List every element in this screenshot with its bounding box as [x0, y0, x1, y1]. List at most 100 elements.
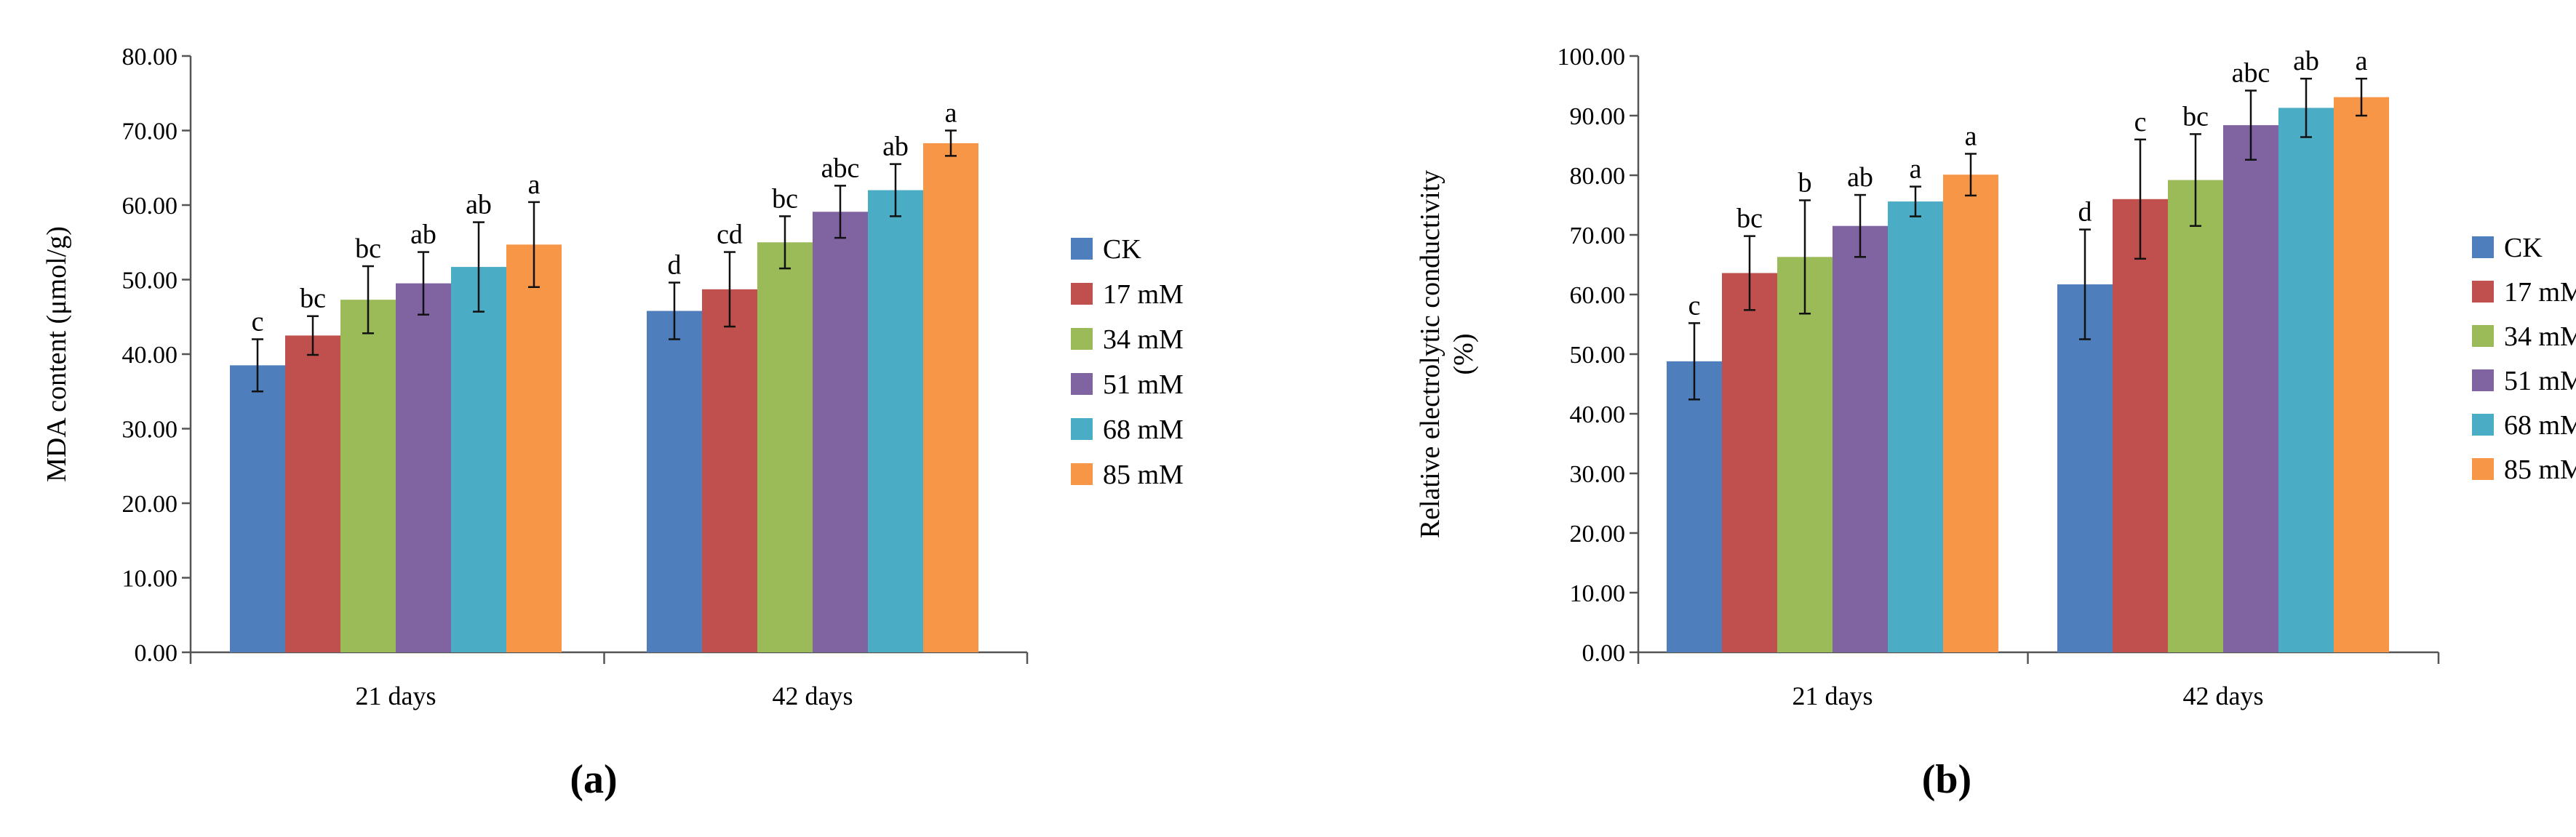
bar [647, 311, 702, 652]
legend-label: 51 mM [2504, 366, 2576, 396]
bar [702, 289, 757, 652]
legend-swatch [2472, 236, 2494, 258]
panel-label: (b) [1922, 757, 1971, 802]
legend-swatch [1071, 373, 1093, 395]
panel-label-text: (b) [1922, 757, 1971, 802]
legend-swatch [1071, 238, 1093, 260]
bar [451, 267, 506, 652]
y-tick-label: 70.00 [122, 119, 178, 145]
legend-label: CK [1103, 234, 1141, 265]
y-tick-label: 80.00 [1570, 163, 1626, 190]
y-tick-label: 40.00 [1570, 401, 1626, 428]
bar [396, 283, 451, 652]
y-tick-label: 70.00 [1570, 223, 1626, 249]
bar [868, 190, 923, 652]
y-axis-label-line: Relative electrolytic conductivity [1415, 170, 1445, 539]
x-category-label: 42 days [773, 681, 853, 710]
legend-swatch [2472, 325, 2494, 347]
bar [813, 212, 868, 653]
bar [2223, 125, 2278, 652]
bar [506, 244, 562, 652]
y-tick-label: 100.00 [1558, 44, 1626, 71]
y-tick-label: 80.00 [122, 44, 178, 71]
significance-letter: c [1688, 290, 1701, 321]
significance-letter: bc [1736, 204, 1763, 234]
significance-letter: c [252, 307, 264, 337]
legend-swatch [1071, 463, 1093, 485]
y-tick-label: 60.00 [122, 193, 178, 220]
legend-swatch [1071, 418, 1093, 440]
significance-letter: b [1798, 167, 1812, 198]
legend-swatch [2472, 414, 2494, 436]
bar [757, 242, 813, 652]
x-category-label: 21 days [1793, 681, 1873, 710]
significance-letter: bc [300, 284, 326, 314]
bar [1667, 361, 1722, 652]
legend-swatch [2472, 458, 2494, 480]
significance-letter: bc [772, 183, 798, 214]
significance-letter: c [2134, 107, 2147, 137]
significance-letter: a [528, 169, 541, 200]
bar [2278, 108, 2334, 653]
significance-letter: ab [882, 132, 909, 162]
significance-letter: a [1910, 154, 1922, 185]
legend-label: 68 mM [2504, 410, 2576, 441]
bar [230, 365, 285, 652]
bar [340, 300, 396, 652]
y-axis-label: MDA content (μmol/g) [41, 226, 72, 482]
legend-label: CK [2504, 233, 2543, 263]
legend-label: 85 mM [1103, 460, 1184, 490]
chart-panel-b: 0.00 10.00 20.00 30.00 40.00 50.00 60.00 70.00 8… [1415, 44, 2576, 802]
legend-label: 34 mM [2504, 321, 2576, 352]
legend-label: 34 mM [1103, 324, 1184, 355]
y-tick-label: 10.00 [1570, 580, 1626, 607]
y-tick-label: 30.00 [1570, 461, 1626, 488]
significance-letter: bc [355, 233, 381, 264]
legend-label: 17 mM [1103, 279, 1184, 310]
significance-letter: ab [2293, 46, 2319, 76]
y-tick-label: 20.00 [1570, 521, 1626, 548]
bar [285, 335, 340, 652]
legend-swatch [1071, 283, 1093, 305]
significance-letter: d [2078, 197, 2092, 228]
y-tick-label: 40.00 [122, 342, 178, 369]
y-tick-label: 90.00 [1570, 103, 1626, 130]
significance-letter: ab [410, 220, 436, 250]
y-tick-label: 50.00 [122, 268, 178, 295]
significance-letter: a [2356, 46, 2368, 76]
bar [2168, 180, 2223, 652]
panel-label: (a) [570, 757, 617, 802]
y-tick-label: 60.00 [1570, 282, 1626, 309]
y-tick-label: 50.00 [1570, 342, 1626, 369]
significance-letter: bc [2182, 101, 2209, 132]
y-tick-label: 20.00 [122, 491, 178, 518]
bar [1722, 273, 1777, 653]
legend-label: 85 mM [2504, 454, 2576, 485]
legend-label: 68 mM [1103, 415, 1184, 445]
legend-swatch [2472, 281, 2494, 303]
significance-letter: ab [1847, 162, 1873, 193]
bar [923, 143, 978, 653]
legend-label: 51 mM [1103, 369, 1184, 400]
legend-label: 17 mM [2504, 277, 2576, 308]
bar [2334, 97, 2389, 652]
bar [2113, 199, 2168, 652]
y-axis-label-line: (%) [1448, 334, 1479, 375]
x-category-label: 42 days [2183, 681, 2264, 710]
significance-letter: cd [717, 220, 743, 250]
y-tick-label: 30.00 [122, 417, 178, 444]
legend-swatch [2472, 369, 2494, 391]
y-tick-label: 10.00 [122, 566, 178, 593]
bar [1777, 257, 1833, 653]
significance-letter: d [668, 250, 682, 281]
bar [1888, 201, 1943, 653]
panel-label-text: (a) [570, 757, 617, 802]
x-category-label: 21 days [356, 681, 436, 710]
bar [2057, 284, 2113, 652]
significance-letter: abc [821, 153, 860, 183]
significance-letter: a [945, 98, 957, 129]
bar [1833, 225, 1888, 652]
y-tick-label: 0.00 [135, 640, 178, 667]
significance-letter: abc [2232, 58, 2270, 89]
